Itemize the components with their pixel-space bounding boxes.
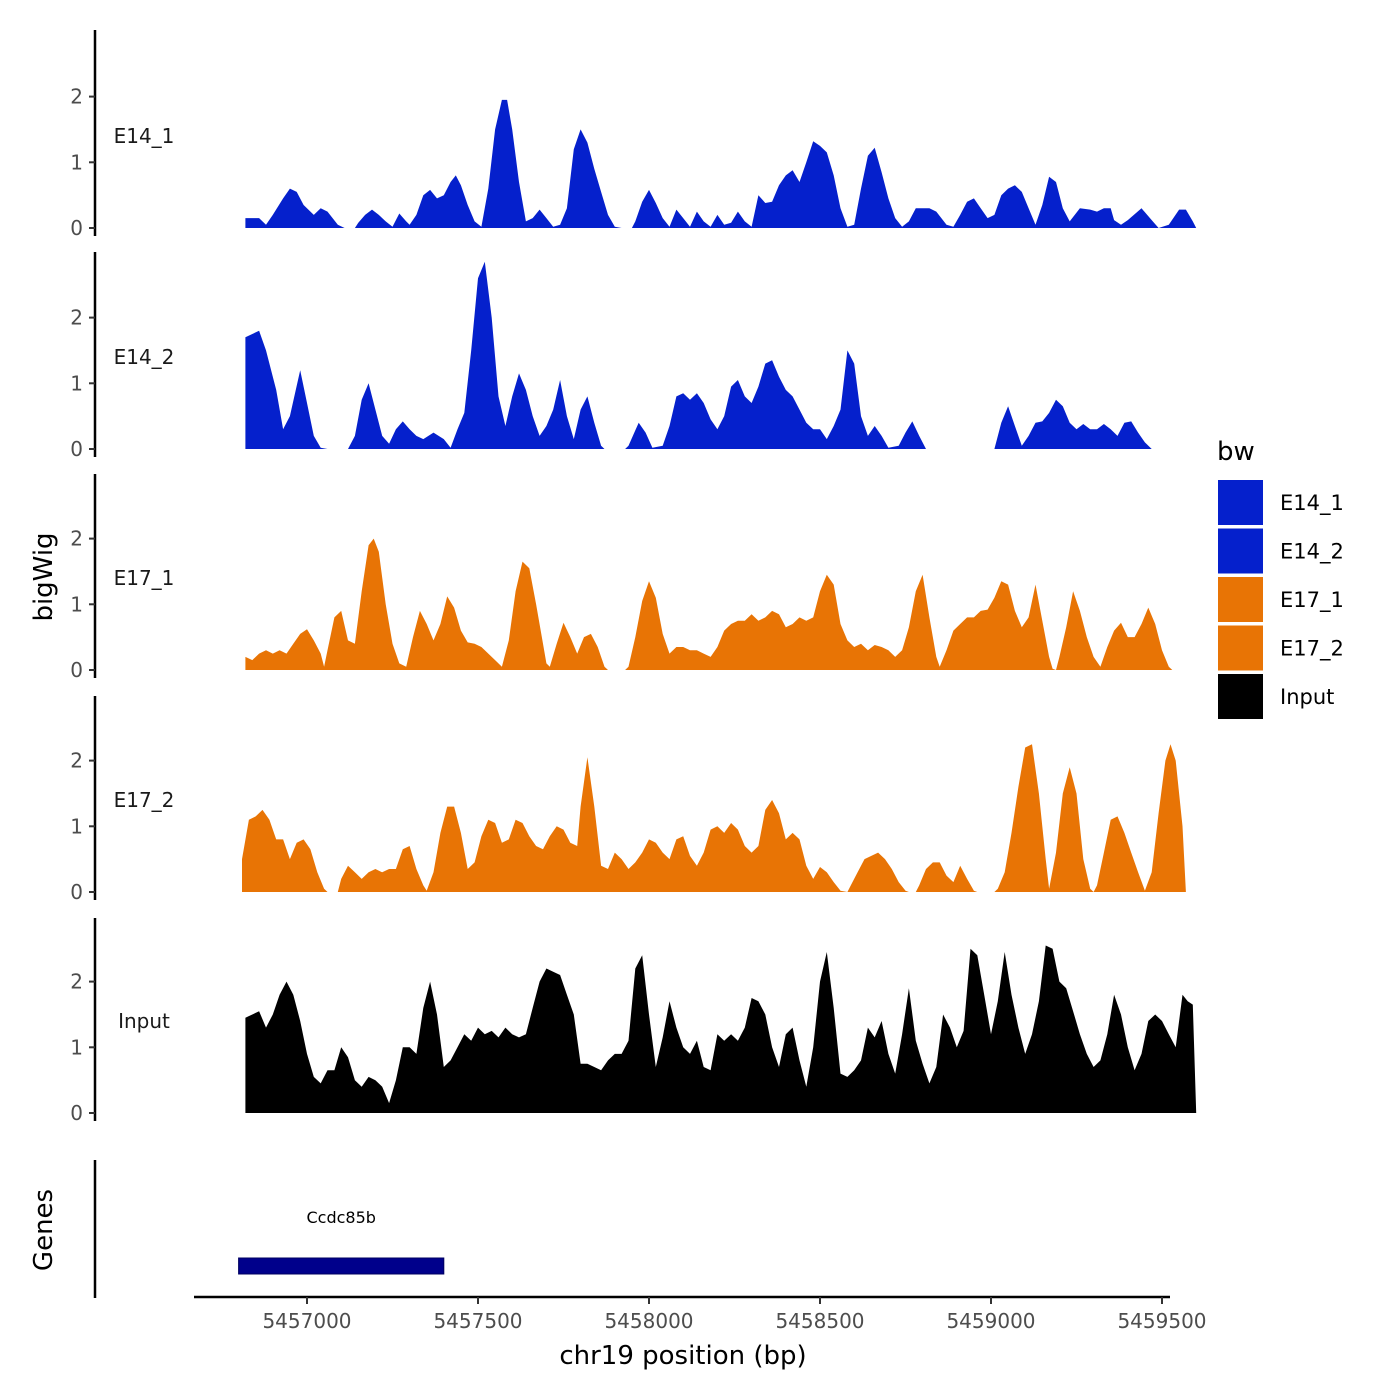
legend-item: E17_2	[1218, 625, 1344, 671]
legend-swatch	[1218, 625, 1263, 671]
legend-swatch	[1218, 480, 1263, 525]
legend-swatch	[1218, 674, 1263, 719]
y-tick-label: 2	[70, 85, 83, 109]
x-tick-label: 5458000	[604, 1309, 693, 1333]
y-tick-label: 0	[70, 658, 83, 682]
track-E17_1: 0 1 2 E17_1	[70, 474, 1173, 682]
track-label: E17_1	[114, 566, 175, 590]
y-axis-title: bigWig	[29, 532, 59, 621]
y-tick-label: 1	[70, 150, 83, 174]
track-E17_2: 0 1 2 E17_2	[70, 696, 1186, 904]
legend-item: Input	[1218, 674, 1334, 719]
y-tick-label: 1	[70, 592, 83, 616]
genes-panel: Ccdc85b	[93, 1160, 445, 1298]
legend-swatch	[1218, 528, 1263, 574]
legend-item: E14_2	[1218, 528, 1344, 574]
y-tick-label: 1	[70, 371, 83, 395]
x-tick-label: 5459000	[946, 1309, 1035, 1333]
legend-label: E17_2	[1280, 637, 1344, 662]
x-tick-label: 5457000	[262, 1309, 351, 1333]
legend-label: E14_2	[1280, 540, 1344, 565]
x-axis: 5457000 5457500 5458000 5458500 5459000 54595…	[194, 1295, 1207, 1333]
track-label: Input	[118, 1009, 170, 1033]
y-tick-label: 1	[70, 814, 83, 838]
x-tick-label: 5458500	[775, 1309, 864, 1333]
x-tick-label: 5459500	[1117, 1309, 1206, 1333]
track-label: E17_2	[114, 788, 175, 812]
coverage-area-E14_1	[245, 99, 1197, 229]
y-tick-label: 0	[70, 437, 83, 461]
legend: bw E14_1 E14_2 E17_1 E17_2 Input	[1217, 437, 1344, 719]
coverage-area-E17_1	[245, 538, 1173, 670]
track-E14_1: 0 1 2 E14_1	[70, 30, 1197, 240]
gene-bar	[238, 1257, 445, 1275]
legend-title: bw	[1217, 437, 1255, 467]
y-tick-label: 1	[70, 1035, 83, 1059]
y-tick-label: 2	[70, 749, 83, 773]
y-tick-label: 2	[70, 527, 83, 551]
coverage-area-E14_2	[245, 261, 1197, 449]
legend-label: E17_1	[1280, 588, 1344, 613]
bigwig-tracks: 0 1 2 E14_1 0 1 2 E14_2 0 1 2 E17_1 0 1 2 E17_2 0 1 2 Input	[70, 30, 1197, 1125]
legend-label: E14_1	[1280, 491, 1344, 516]
genes-axis-title: Genes	[29, 1189, 59, 1271]
legend-label: Input	[1280, 685, 1334, 709]
y-tick-label: 0	[70, 216, 83, 240]
x-tick-label: 5457500	[433, 1309, 522, 1333]
y-tick-label: 0	[70, 1101, 83, 1125]
gene-label: Ccdc85b	[306, 1208, 375, 1227]
legend-item: E17_1	[1218, 577, 1344, 622]
y-tick-label: 0	[70, 880, 83, 904]
coverage-area-E17_2	[242, 744, 1186, 892]
track-E14_2: 0 1 2 E14_2	[70, 252, 1197, 461]
x-axis-title: chr19 position (bp)	[559, 1341, 806, 1371]
track-label: E14_2	[114, 345, 175, 369]
legend-swatch	[1218, 577, 1263, 622]
y-tick-label: 2	[70, 970, 83, 994]
coverage-area-Input	[245, 945, 1197, 1113]
track-label: E14_1	[114, 124, 175, 148]
legend-item: E14_1	[1218, 480, 1344, 525]
track-Input: 0 1 2 Input	[70, 918, 1197, 1125]
y-tick-label: 2	[70, 306, 83, 330]
